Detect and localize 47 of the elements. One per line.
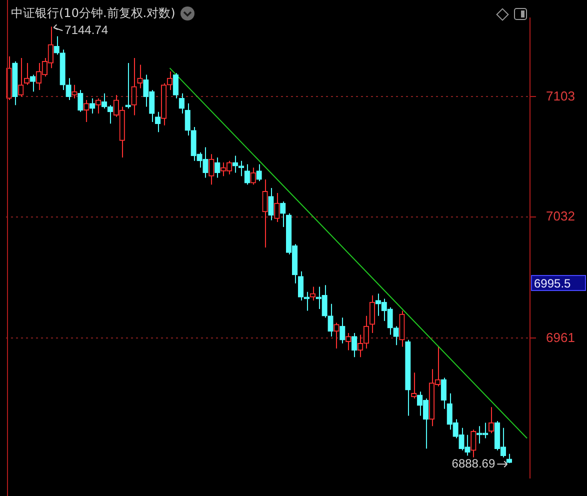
candlestick xyxy=(310,286,316,301)
candlestick xyxy=(298,270,304,301)
candlestick xyxy=(268,187,274,221)
candlestick xyxy=(274,192,280,222)
candlestick xyxy=(244,164,250,186)
candlestick xyxy=(18,58,24,98)
candlestick xyxy=(280,201,286,228)
candlestick xyxy=(346,332,352,351)
candlestick xyxy=(84,100,90,122)
y-tick-label: 7103 xyxy=(546,88,575,104)
candlestick xyxy=(328,303,334,337)
candlestick xyxy=(178,92,184,114)
candlestick xyxy=(54,36,60,56)
candlestick xyxy=(90,98,96,114)
candlestick xyxy=(411,372,417,399)
text: 6995.5 xyxy=(534,276,572,290)
candlestick xyxy=(30,74,36,92)
chart-title: 中证银行(10分钟.前复权.对数) xyxy=(11,5,176,22)
candlestick xyxy=(208,154,214,186)
candlestick xyxy=(334,322,340,350)
y-tick-label: 6961 xyxy=(546,330,575,345)
candlestick xyxy=(352,332,358,358)
candlestick xyxy=(256,164,262,182)
candlestick xyxy=(184,102,190,136)
candlestick xyxy=(78,89,84,112)
candlestick xyxy=(155,111,161,133)
candlestick xyxy=(470,429,476,458)
annotation: 6888.69 xyxy=(452,456,496,470)
candlestick xyxy=(137,64,143,89)
candlestick xyxy=(125,62,131,109)
candlestick xyxy=(440,377,446,410)
candlestick xyxy=(250,167,256,186)
candlestick xyxy=(131,58,137,116)
candlestick xyxy=(340,317,346,344)
candlestick xyxy=(393,326,399,346)
candlestick xyxy=(262,178,268,248)
candlestick xyxy=(488,406,494,434)
candlestick xyxy=(232,155,238,174)
candlestick xyxy=(66,78,72,101)
candlestick xyxy=(72,84,78,99)
candlestick xyxy=(369,294,376,334)
candlestick xyxy=(95,98,102,114)
candlestick xyxy=(172,72,179,99)
candlestick xyxy=(214,156,220,178)
annotation: 7144.74 xyxy=(64,22,108,37)
candlestick xyxy=(24,62,30,86)
y-tick-label: 7032 xyxy=(546,208,575,224)
